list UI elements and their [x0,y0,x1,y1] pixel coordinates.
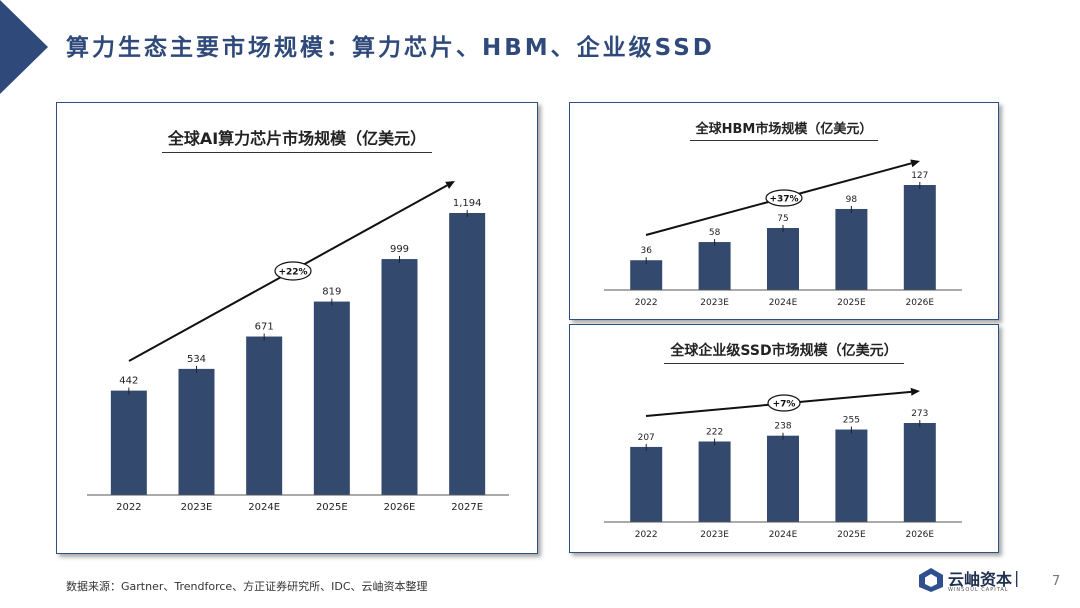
logo-subtitle: WINSOUL CAPITAL [948,587,1009,593]
ssd-bar-chart: 207 2022 222 2023E 238 2024E 255 2025E 273 2026E +… [604,387,962,540]
ai-chip-value-label: 442 [119,376,138,387]
ai-chip-bar [246,336,283,495]
hbm-bar [767,227,799,290]
ssd-value-label: 238 [774,422,791,432]
ai-chip-chart-title: 全球AI算力芯片市场规模（亿美元） [57,125,537,153]
ssd-category-label: 2023E [700,530,729,540]
ssd-category-label: 2026E [906,530,935,540]
ai-chip-category-label: 2027E [451,502,483,513]
page-title: 算力生态主要市场规模：算力芯片、HBM、企业级SSD [66,35,715,61]
corner-triangle-decoration [0,0,48,94]
ssd-bar [767,435,799,522]
ssd-category-label: 2025E [837,530,866,540]
company-logo: 云岫资本 WINSOUL CAPITAL | [918,566,1028,596]
hbm-chart-panel: 全球HBM市场规模（亿美元） 36 2022 58 2023E 75 2024E 98 202… [569,102,999,320]
hbm-bar [835,208,868,290]
ai-chip-growth-badge [274,261,312,281]
hbm-trend-arrow-head [910,159,920,168]
ssd-growth-badge [767,394,801,412]
hbm-growth-label: +37% [769,195,798,205]
ai-chip-bar [381,259,418,495]
ai-chip-chart-panel: 全球AI算力芯片市场规模（亿美元） 442 2022 534 2023E 671 2024… [56,102,538,554]
ai-chip-category-label: 2024E [248,502,280,513]
hbm-value-label: 127 [911,171,928,181]
hbm-growth-badge [765,189,803,207]
ssd-category-label: 2022 [635,530,658,540]
ai-chip-category-label: 2022 [116,502,141,513]
hbm-bar-chart: 36 2022 58 2023E 75 2024E 98 2025E 127 2026E +37% [604,159,962,308]
ai-chip-bar-chart: 442 2022 534 2023E 671 2024E 819 2025E 999 2026E 1… [87,181,509,513]
page-number: 7 [1052,574,1061,589]
hbm-bar [698,242,731,290]
hbm-bar [903,185,936,290]
ssd-growth-label: +7% [773,400,796,410]
ai-chip-trend-arrow-head [445,181,455,189]
ssd-value-label: 273 [911,409,928,419]
logo-mark-icon [919,568,943,592]
ai-chip-value-label: 1,194 [453,198,482,209]
hbm-value-label: 58 [709,228,721,238]
ai-chip-value-label: 534 [187,354,206,365]
ai-chip-category-label: 2026E [384,502,416,513]
ai-chip-value-label: 999 [390,244,409,255]
logo-separator: | [1014,568,1020,587]
ssd-bar [835,429,868,522]
ssd-value-label: 255 [843,416,860,426]
logo-name: 云岫资本 [948,570,1013,589]
hbm-category-label: 2026E [906,298,935,308]
hbm-category-label: 2022 [635,298,658,308]
ai-chip-value-label: 819 [322,287,341,298]
hbm-value-label: 75 [777,214,788,224]
ai-chip-bar [110,390,147,495]
hbm-category-label: 2024E [769,298,798,308]
ssd-chart-panel: 全球企业级SSD市场规模（亿美元） 207 2022 222 2023E 238 2024… [569,324,999,553]
ssd-chart-title: 全球企业级SSD市场规模（亿美元） [570,340,998,364]
ssd-value-label: 207 [638,433,655,443]
ssd-trend-arrow-head [910,387,920,396]
ai-chip-bar [449,213,486,495]
hbm-value-label: 36 [640,246,652,256]
hbm-category-label: 2023E [700,298,729,308]
hbm-value-label: 98 [846,195,858,205]
ssd-bar [903,423,936,522]
ai-chip-category-label: 2023E [181,502,213,513]
ssd-bar [630,446,663,522]
data-source-note: 数据来源：Gartner、Trendforce、方正证券研究所、IDC、云岫资本… [66,580,428,593]
ssd-bar [698,441,731,522]
ai-chip-value-label: 671 [255,322,274,333]
ssd-value-label: 222 [706,427,723,437]
ai-chip-bar [313,301,350,495]
hbm-chart-title: 全球HBM市场规模（亿美元） [570,118,998,141]
hbm-category-label: 2025E [837,298,866,308]
hbm-bar [630,260,663,290]
ai-chip-growth-label: +22% [278,268,307,278]
ai-chip-category-label: 2025E [316,502,348,513]
ai-chip-bar [178,368,215,495]
ssd-category-label: 2024E [769,530,798,540]
